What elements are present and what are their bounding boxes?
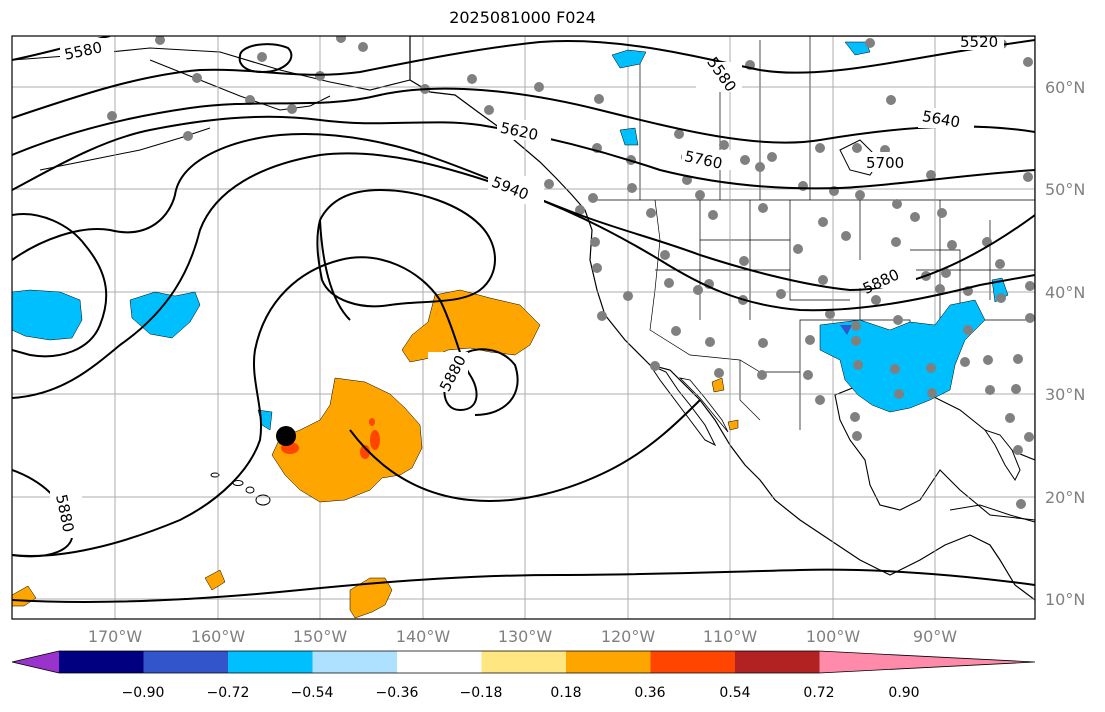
lon-label: 130°W <box>498 627 553 646</box>
lat-label: 10°N <box>1045 590 1085 609</box>
colorbar-label: −0.36 <box>376 685 419 701</box>
lat-label: 30°N <box>1045 385 1085 404</box>
lon-label: 120°W <box>601 627 656 646</box>
colorbar-segment <box>312 651 398 673</box>
colorbar-segment <box>735 651 820 673</box>
colorbar-segment <box>59 651 144 673</box>
colorbar-label: −0.18 <box>460 685 503 701</box>
lat-label: 20°N <box>1045 488 1085 507</box>
colorbar-label: 0.18 <box>550 685 581 701</box>
lat-label: 60°N <box>1045 78 1085 97</box>
lon-label: 150°W <box>293 627 348 646</box>
lat-label: 50°N <box>1045 180 1085 199</box>
contour-label: 5700 <box>866 154 904 172</box>
lon-label: 170°W <box>88 627 143 646</box>
baja-california <box>648 363 717 447</box>
positive-anomaly-fields <box>12 289 739 619</box>
negative-anomaly-fields <box>12 41 1009 431</box>
lon-label: 140°W <box>396 627 451 646</box>
longitude-labels: 170°W 160°W 150°W 140°W 130°W 120°W 110°… <box>88 627 957 646</box>
contour-label-bgs <box>50 36 1004 538</box>
lat-label: 40°N <box>1045 283 1085 302</box>
colorbar-segment <box>481 651 567 673</box>
colorbar-label: 0.54 <box>719 685 750 701</box>
colorbar-label: 0.36 <box>634 685 665 701</box>
colorbar-extend-max <box>819 651 1035 673</box>
colorbar-label: −0.54 <box>291 685 334 701</box>
colorbar-label: −0.90 <box>122 685 165 701</box>
contour-label: 5520 <box>960 33 998 51</box>
colorbar-label: −0.72 <box>207 685 250 701</box>
lon-label: 160°W <box>191 627 246 646</box>
map-title: 2025081000 F024 <box>449 8 596 27</box>
colorbar-outline <box>11 650 1036 674</box>
colorbar-extend-min <box>12 651 59 673</box>
colorbar-segment <box>143 651 229 673</box>
colorbar-label: 0.72 <box>803 685 834 701</box>
lon-label: 100°W <box>806 627 861 646</box>
colorbar-segment <box>228 651 313 673</box>
colorbar-segment <box>650 651 736 673</box>
colorbar-segment <box>566 651 651 673</box>
colorbar-label: 0.90 <box>888 685 919 701</box>
lon-label: 110°W <box>703 627 758 646</box>
latitude-labels: 60°N 50°N 40°N 30°N 20°N 10°N <box>1045 78 1085 609</box>
colorbar <box>11 650 1036 674</box>
storm-center-marker <box>276 426 296 446</box>
lon-label: 90°W <box>913 627 957 646</box>
colorbar-tick-labels: −0.90 −0.72 −0.54 −0.36 −0.18 0.18 0.36 … <box>122 685 920 701</box>
colorbar-segment <box>397 651 482 673</box>
